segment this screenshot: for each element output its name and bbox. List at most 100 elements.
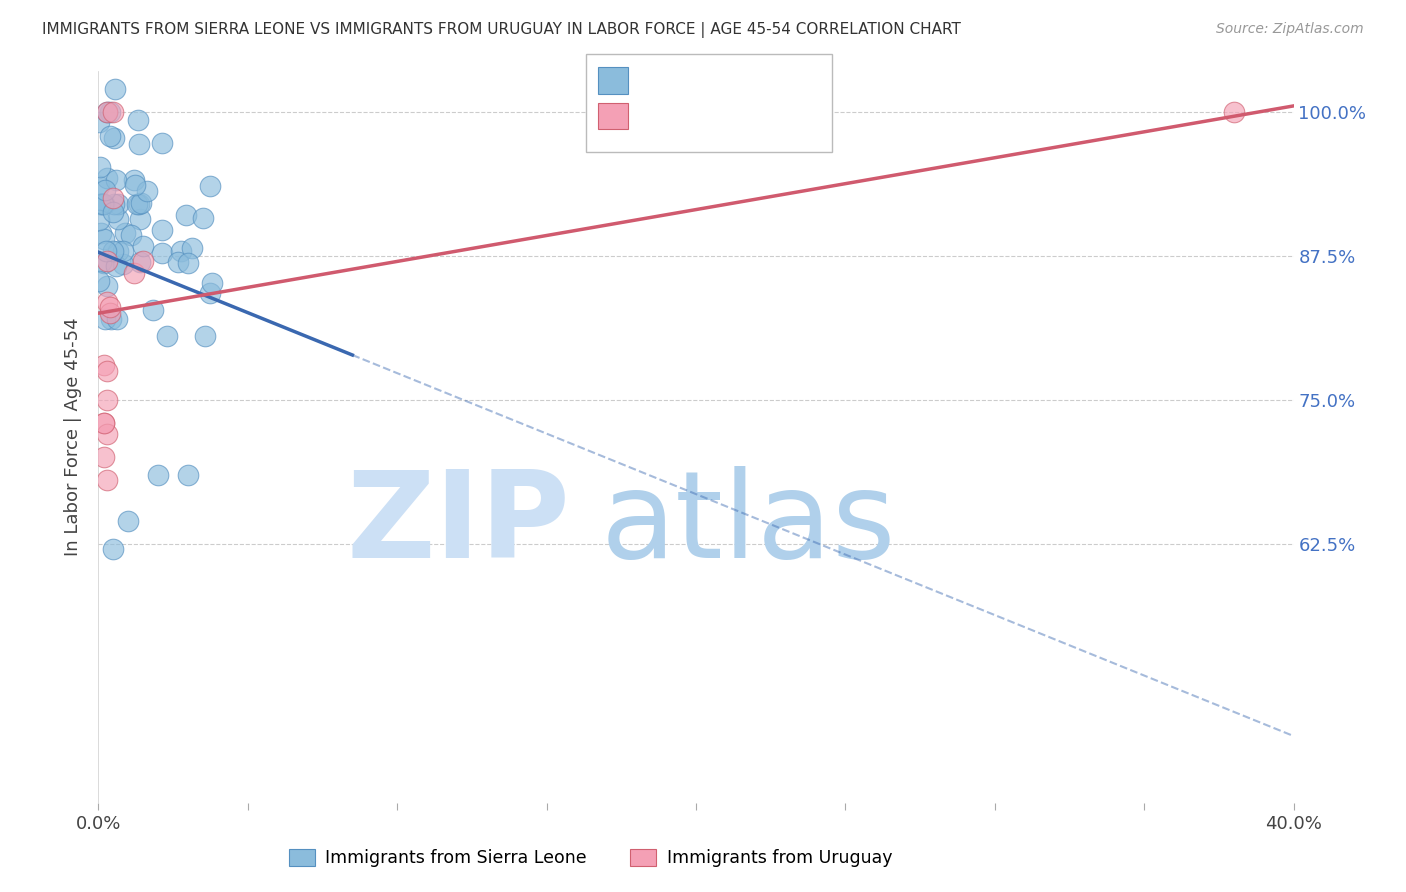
Point: [94, 311, 117, 326]
Point: [96, 279, 118, 293]
Point: [150, 136, 173, 150]
Point: [177, 256, 200, 270]
Text: R =: R =: [638, 71, 676, 89]
Text: ZIP: ZIP: [347, 467, 571, 583]
Point: [177, 467, 200, 482]
Point: [91, 197, 114, 211]
Point: [107, 197, 129, 211]
Point: [103, 204, 125, 219]
Point: [111, 244, 134, 258]
Point: [156, 329, 179, 343]
Text: N =: N =: [754, 71, 793, 89]
Point: [94, 244, 117, 258]
Point: [127, 112, 149, 127]
Point: [124, 178, 146, 192]
Point: [93, 450, 115, 465]
Point: [150, 222, 173, 236]
Point: [96, 473, 118, 487]
Text: R =: R =: [638, 107, 682, 125]
Point: [103, 244, 125, 258]
Point: [125, 197, 148, 211]
Text: 18: 18: [790, 107, 813, 125]
Point: [103, 131, 125, 145]
Point: [150, 246, 173, 260]
Text: -0.315: -0.315: [681, 71, 737, 89]
Point: [89, 213, 111, 227]
Point: [148, 467, 170, 482]
Point: [90, 226, 112, 240]
Point: [96, 104, 118, 119]
Text: 68: 68: [790, 71, 813, 89]
Point: [103, 191, 125, 205]
Point: [105, 259, 128, 273]
Point: [122, 172, 145, 186]
Point: [104, 81, 127, 95]
Point: [96, 392, 118, 407]
Point: [132, 238, 155, 252]
Point: [93, 358, 115, 372]
Text: N =: N =: [754, 107, 793, 125]
Point: [100, 312, 122, 326]
Point: [201, 276, 224, 290]
Point: [96, 427, 118, 442]
Point: [89, 160, 111, 174]
Point: [198, 178, 221, 193]
Point: [98, 306, 122, 320]
Point: [90, 197, 112, 211]
Point: [128, 137, 150, 152]
Point: [98, 105, 121, 120]
Point: [96, 254, 118, 268]
Point: [114, 226, 136, 240]
Point: [94, 183, 117, 197]
Point: [96, 364, 118, 378]
Point: [112, 257, 135, 271]
Point: [93, 256, 115, 270]
Point: [98, 301, 122, 315]
Point: [181, 241, 204, 255]
Text: atlas: atlas: [600, 467, 896, 583]
Point: [170, 244, 193, 258]
Text: 0.713: 0.713: [681, 107, 730, 125]
Point: [142, 303, 165, 318]
Point: [89, 197, 111, 211]
Point: [174, 208, 197, 222]
Text: IMMIGRANTS FROM SIERRA LEONE VS IMMIGRANTS FROM URUGUAY IN LABOR FORCE | AGE 45-: IMMIGRANTS FROM SIERRA LEONE VS IMMIGRAN…: [42, 22, 962, 38]
Point: [96, 294, 118, 309]
Point: [103, 542, 125, 557]
Point: [105, 312, 128, 326]
Text: Source: ZipAtlas.com: Source: ZipAtlas.com: [1216, 22, 1364, 37]
Point: [129, 255, 152, 269]
Point: [117, 514, 139, 528]
Point: [91, 197, 114, 211]
Point: [103, 197, 125, 211]
Point: [100, 128, 122, 143]
Point: [1223, 104, 1246, 119]
Point: [193, 211, 215, 225]
Point: [107, 244, 129, 259]
Point: [124, 266, 146, 280]
Legend: Immigrants from Sierra Leone, Immigrants from Uruguay: Immigrants from Sierra Leone, Immigrants…: [281, 842, 900, 874]
Y-axis label: In Labor Force | Age 45-54: In Labor Force | Age 45-54: [65, 318, 83, 557]
Point: [89, 115, 111, 129]
Point: [96, 171, 118, 186]
Point: [90, 254, 112, 268]
Point: [89, 179, 111, 194]
Point: [194, 329, 217, 343]
Point: [89, 275, 111, 289]
Point: [128, 197, 150, 211]
Point: [107, 211, 129, 226]
Point: [103, 104, 125, 119]
Point: [132, 254, 155, 268]
Point: [135, 184, 157, 198]
Point: [105, 173, 128, 187]
Point: [131, 196, 153, 211]
Point: [96, 104, 118, 119]
Point: [93, 416, 115, 430]
Point: [93, 231, 115, 245]
Point: [200, 285, 222, 300]
Point: [166, 255, 188, 269]
Point: [93, 416, 115, 430]
Point: [120, 228, 142, 243]
Point: [129, 212, 152, 227]
Point: [93, 197, 115, 211]
